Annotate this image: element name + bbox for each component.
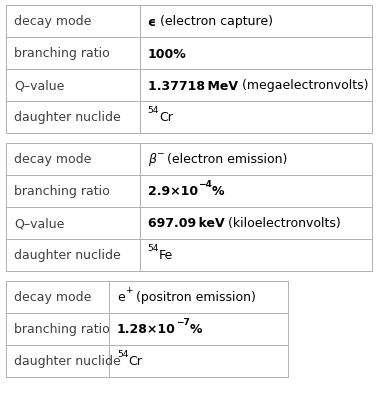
Text: Q–value: Q–value (14, 79, 64, 92)
Text: 54: 54 (147, 244, 159, 253)
Text: daughter nuclide: daughter nuclide (14, 355, 121, 368)
Text: daughter nuclide: daughter nuclide (14, 111, 121, 124)
Text: −: − (156, 148, 163, 157)
Text: 2.9×10: 2.9×10 (147, 185, 198, 198)
Text: e: e (117, 291, 125, 304)
Text: Cr: Cr (159, 111, 173, 124)
Text: ϵ: ϵ (147, 15, 156, 28)
Text: branching ratio: branching ratio (14, 185, 110, 198)
Text: Q–value: Q–value (14, 217, 64, 230)
Text: 1.28×10: 1.28×10 (117, 323, 176, 336)
Text: (electron capture): (electron capture) (156, 15, 273, 28)
Text: (megaelectronvolts): (megaelectronvolts) (238, 79, 368, 92)
Text: (kiloelectronvolts): (kiloelectronvolts) (224, 217, 341, 230)
Text: Cr: Cr (128, 355, 142, 368)
Text: daughter nuclide: daughter nuclide (14, 249, 121, 262)
Text: 54: 54 (147, 106, 159, 115)
Text: (positron emission): (positron emission) (132, 291, 256, 304)
Text: +: + (125, 286, 132, 295)
Text: −4: −4 (198, 180, 212, 189)
Text: 100%: 100% (147, 47, 186, 60)
Text: branching ratio: branching ratio (14, 47, 110, 60)
Text: 54: 54 (117, 350, 128, 358)
Text: branching ratio: branching ratio (14, 323, 110, 336)
Text: 697.09 keV: 697.09 keV (147, 217, 224, 230)
Text: decay mode: decay mode (14, 153, 91, 166)
Text: (electron emission): (electron emission) (163, 153, 287, 166)
Text: decay mode: decay mode (14, 291, 91, 304)
Text: Fe: Fe (159, 249, 173, 262)
Bar (6, 6, 372, 134)
Bar (6, 144, 372, 271)
Text: %: % (190, 323, 202, 336)
Text: −7: −7 (176, 318, 190, 327)
Text: 1.37718 MeV: 1.37718 MeV (147, 79, 238, 92)
Bar (6, 281, 288, 377)
Text: %: % (212, 185, 224, 198)
Text: decay mode: decay mode (14, 15, 91, 28)
Text: β: β (147, 153, 156, 166)
